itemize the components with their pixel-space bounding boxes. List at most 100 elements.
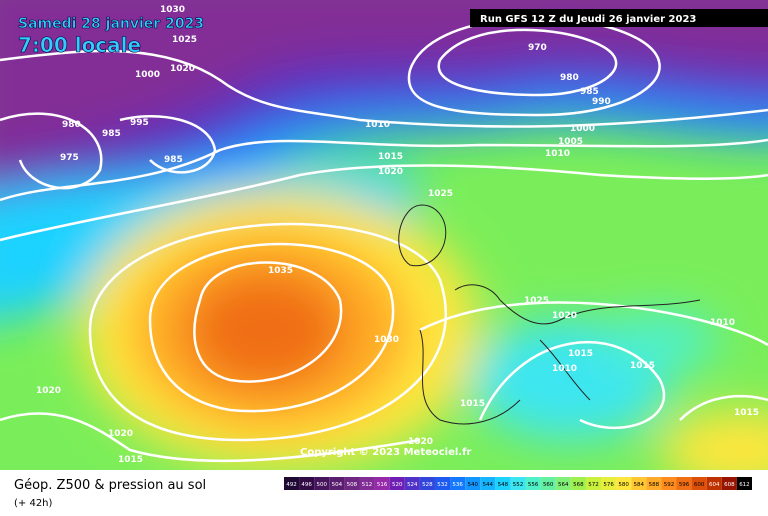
scale-label: 492 [286, 482, 297, 488]
scale-label: 608 [724, 482, 735, 488]
isobar-label: 1025 [172, 35, 197, 45]
scale-swatch [585, 477, 602, 490]
scale-label: 612 [739, 482, 750, 488]
scale-label: 500 [316, 482, 327, 488]
scale-swatch [480, 477, 496, 490]
scale-label: 540 [467, 482, 478, 488]
isobar-label: 1025 [428, 189, 453, 199]
isobar-label: 995 [130, 118, 149, 128]
scale-label: 576 [603, 482, 614, 488]
isobar-label: 1015 [378, 152, 403, 162]
date: Samedi 28 janvier 2023 [18, 16, 204, 32]
scale-swatch [404, 477, 420, 490]
scale-swatch [601, 477, 617, 490]
scale-swatch [419, 477, 435, 490]
scale-label: 516 [377, 482, 388, 488]
scale-swatch [450, 477, 466, 490]
isobar-label: 1015 [734, 408, 759, 418]
scale-swatch [540, 477, 556, 490]
scale-swatch [344, 477, 360, 490]
isobar-label: 970 [528, 43, 547, 53]
scale-swatch [661, 477, 677, 490]
isobar-label: 985 [580, 87, 599, 97]
scale-label: 548 [498, 482, 509, 488]
isobar-label: 1030 [374, 335, 399, 345]
scale-swatch [691, 477, 707, 490]
isobar-label: 1020 [170, 64, 195, 74]
isobar-label: 985 [102, 129, 121, 139]
scale-swatch [555, 477, 571, 490]
isobar-label: 1015 [630, 361, 655, 371]
scale-swatch [299, 477, 315, 490]
scale-swatch [374, 477, 390, 490]
isobar-label: 1000 [570, 124, 595, 134]
scale-swatch [616, 477, 632, 490]
scale-swatch [706, 477, 722, 490]
scale-swatch [631, 477, 647, 490]
scale-label: 564 [558, 482, 569, 488]
scale-label: 504 [332, 482, 343, 488]
isobar-label: 985 [164, 155, 183, 165]
run-info: Run GFS 12 Z du Jeudi 26 janvier 2023 [480, 14, 696, 25]
scale-label: 600 [694, 482, 705, 488]
scale-label: 524 [407, 482, 418, 488]
footer-subtitle: (+ 42h) [14, 498, 53, 509]
isobar-label: 975 [60, 153, 79, 163]
scale-swatch [465, 477, 481, 490]
isobar-label: 1035 [268, 266, 293, 276]
scale-label: 596 [679, 482, 690, 488]
scale-label: 520 [392, 482, 403, 488]
scale-swatch [510, 477, 526, 490]
scale-label: 592 [664, 482, 675, 488]
isobar-label: 1020 [552, 311, 577, 321]
scale-swatch [284, 477, 300, 490]
coastlines [398, 204, 701, 425]
scale-label: 544 [483, 482, 494, 488]
isobar-label: 1010 [710, 318, 735, 328]
isobar-label: 990 [592, 97, 611, 107]
isobar-label: 1005 [558, 137, 583, 147]
scale-swatch [314, 477, 330, 490]
scale-swatch [525, 477, 541, 490]
scale-swatch [329, 477, 345, 490]
scale-label: 560 [543, 482, 554, 488]
isobar-label: 1010 [552, 364, 577, 374]
field [0, 0, 768, 490]
isobar-label: 1020 [408, 437, 433, 447]
scale-label: 532 [437, 482, 448, 488]
isobar-label: 1020 [36, 386, 61, 396]
isobar-label: 1000 [135, 70, 160, 80]
isobar-label: 1020 [378, 167, 403, 177]
scale-swatch [721, 477, 737, 490]
scale-label: 552 [513, 482, 524, 488]
scale-swatch [646, 477, 662, 490]
scale-swatch [736, 477, 752, 490]
isobar-label: 1010 [365, 120, 390, 130]
isobar-label: 980 [62, 120, 81, 130]
scale-label: 572 [588, 482, 599, 488]
scale-label: 556 [528, 482, 539, 488]
scale-label: 528 [422, 482, 433, 488]
scale-swatch [676, 477, 692, 490]
scale-label: 536 [452, 482, 463, 488]
footer-title: Géop. Z500 & pression au sol [14, 478, 206, 493]
isobar-label: 1015 [118, 455, 143, 465]
scale-swatch [359, 477, 375, 490]
isobar-label: 1015 [460, 399, 485, 409]
scale-label: 496 [301, 482, 312, 488]
copyright: Copyright © 2023 Meteociel.fr [300, 447, 471, 458]
scale-label: 604 [709, 482, 720, 488]
isobar-label: 1010 [545, 149, 570, 159]
isobar-label: 980 [560, 73, 579, 83]
scale-swatch [570, 477, 586, 490]
isobar-label: 1020 [108, 429, 133, 439]
scale-swatch [389, 477, 405, 490]
isobars [0, 16, 768, 463]
scale-label: 584 [634, 482, 645, 488]
isobar-label: 1030 [160, 5, 185, 15]
scale-label: 508 [347, 482, 358, 488]
run-banner [470, 9, 768, 27]
scale-label: 580 [618, 482, 629, 488]
